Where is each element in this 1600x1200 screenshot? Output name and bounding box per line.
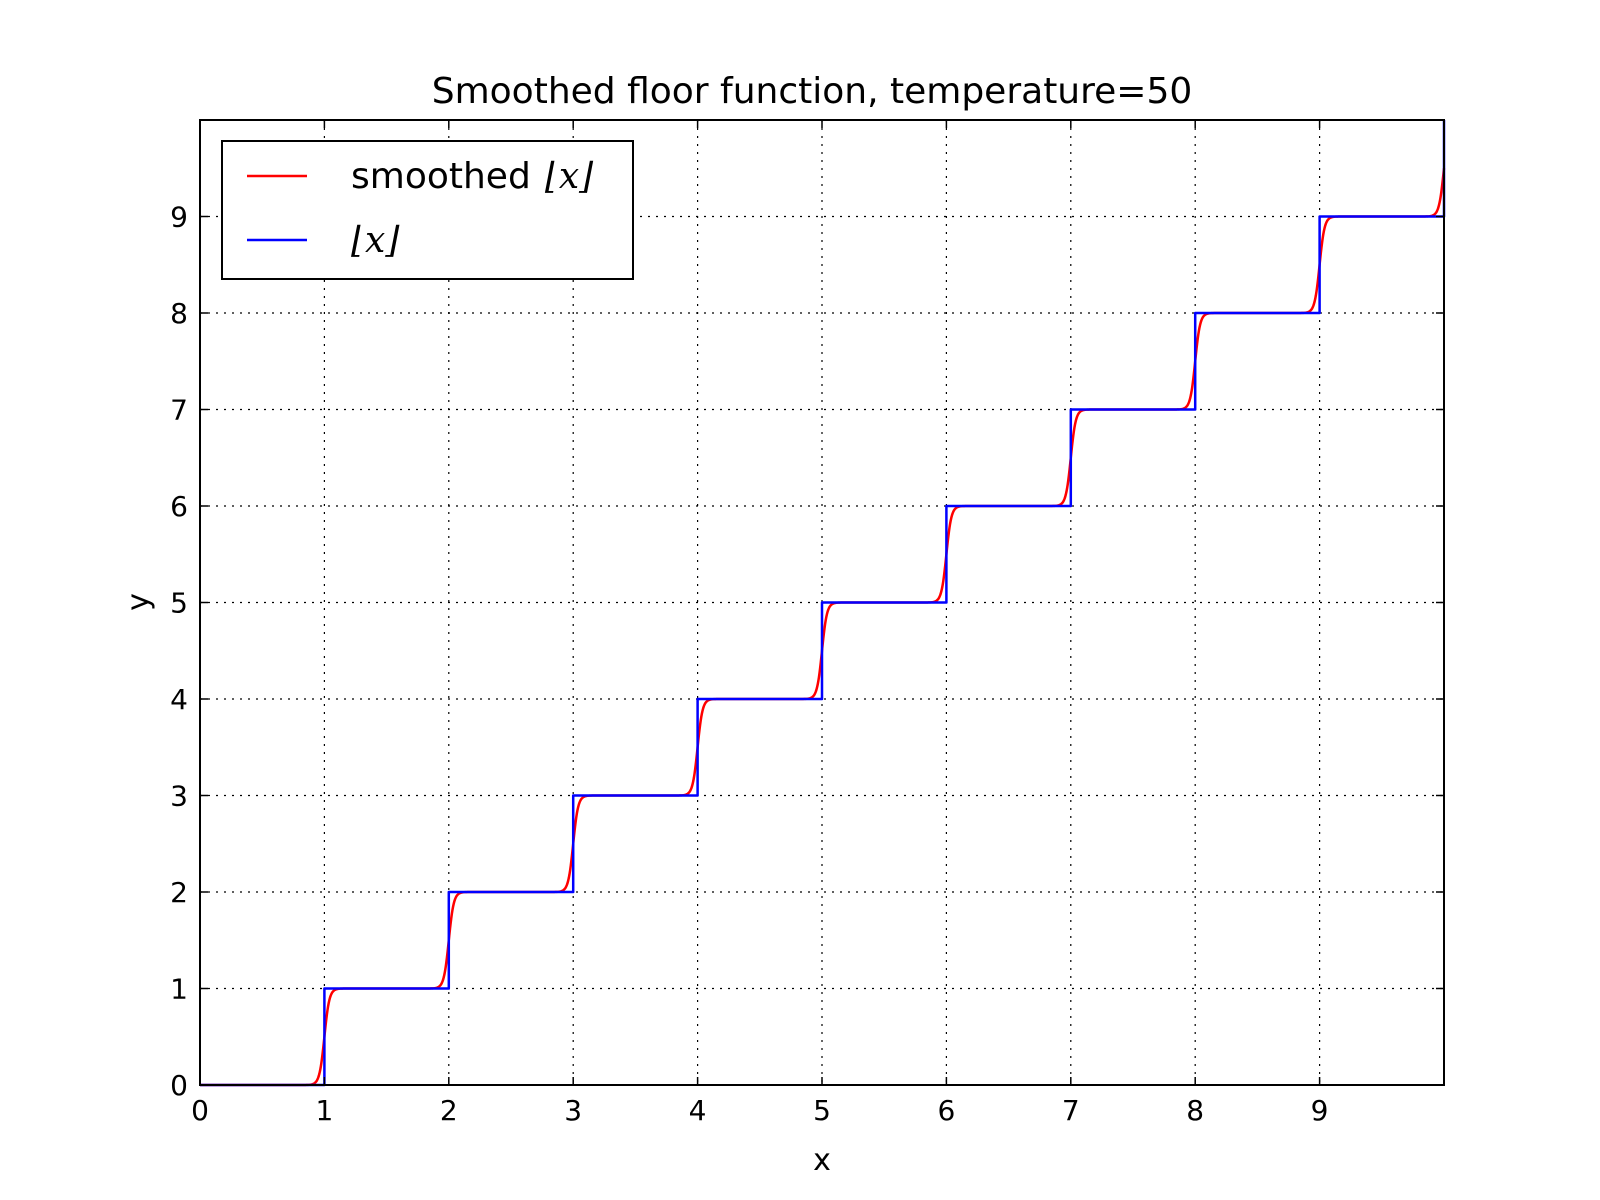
- x-tick-label: 6: [937, 1094, 955, 1127]
- y-tick-label: 7: [170, 394, 188, 427]
- y-tick-label: 3: [170, 780, 188, 813]
- chart-title: Smoothed floor function, temperature=50: [432, 71, 1193, 112]
- x-tick-label: 2: [440, 1094, 458, 1127]
- x-tick-label: 0: [191, 1094, 209, 1127]
- axis-ticks: 0 1 2 3 4 5 6 7 8 9 0 1 2 3 4 5 6 7 8 9: [170, 120, 1444, 1127]
- y-tick-label: 5: [170, 587, 188, 620]
- y-tick-label: 8: [170, 297, 188, 330]
- series-lines: [199, 120, 1446, 1087]
- legend-box: [221, 140, 634, 280]
- x-tick-label: 9: [1311, 1094, 1329, 1127]
- y-tick-label: 9: [170, 201, 188, 234]
- x-tick-label: 5: [813, 1094, 831, 1127]
- legend-entry-smoothed: smoothed ⌊x⌋: [351, 156, 594, 197]
- y-axis-label: y: [121, 593, 156, 611]
- x-tick-label: 3: [564, 1094, 582, 1127]
- legend-math-smoothed: ⌊x⌋: [545, 156, 594, 197]
- x-tick-label: 1: [315, 1094, 333, 1127]
- legend-math-floor: ⌊x⌋: [351, 220, 400, 261]
- y-tick-label: 0: [170, 1069, 188, 1102]
- series-line-floor: [200, 120, 1446, 1087]
- y-tick-label: 4: [170, 683, 188, 716]
- x-tick-label: 4: [689, 1094, 707, 1127]
- legend-label-smoothed: smoothed: [351, 156, 531, 197]
- legend: smoothed ⌊x⌋ ⌊x⌋: [221, 140, 634, 280]
- legend-entry-floor: ⌊x⌋: [351, 220, 400, 261]
- x-tick-label: 7: [1062, 1094, 1080, 1127]
- y-tick-label: 6: [170, 490, 188, 523]
- x-tick-label: 8: [1186, 1094, 1204, 1127]
- y-tick-label: 2: [170, 876, 188, 909]
- x-axis-label: x: [813, 1143, 831, 1178]
- y-tick-label: 1: [170, 973, 188, 1006]
